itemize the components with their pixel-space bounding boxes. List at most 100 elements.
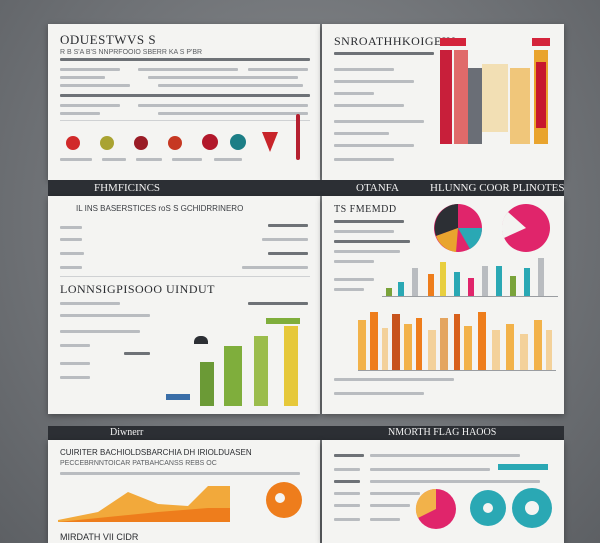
bar — [482, 266, 488, 296]
bar — [478, 312, 486, 370]
text-line — [60, 266, 82, 269]
text-line — [148, 76, 298, 79]
text-line — [158, 84, 303, 87]
text-line — [334, 68, 394, 71]
block — [468, 68, 482, 144]
panel-header: IL INS BASERSTICES roS S GCHIDRRINERO — [76, 204, 244, 213]
text-line — [334, 480, 360, 483]
text-line — [334, 288, 364, 291]
bar — [546, 330, 552, 370]
teal-bar — [498, 464, 548, 470]
teal-ring-chart — [470, 488, 552, 528]
text-line — [334, 518, 360, 521]
teal-circle-inner — [525, 501, 539, 515]
pie-slice — [436, 228, 458, 252]
bar — [440, 262, 446, 296]
bar — [524, 268, 530, 296]
text-line — [334, 158, 394, 161]
text-line — [334, 92, 374, 95]
band-bottom: Diwnerr NMORTH FLAG HAOOS — [48, 426, 564, 440]
panel-bottom-left: CUIRITER BACHIOLDSBARCHIA DH IRIOLDUASEN… — [48, 440, 320, 543]
panel-mid-left: IL INS BASERSTICES roS S GCHIDRRINERO LO… — [48, 196, 320, 414]
block — [482, 64, 508, 132]
bar — [254, 336, 268, 406]
bar — [496, 266, 502, 296]
text-line — [248, 68, 308, 71]
area-shape — [58, 508, 230, 522]
band-label: NMORTH FLAG HAOOS — [388, 427, 497, 438]
text-line — [334, 230, 394, 233]
text-line — [334, 278, 374, 281]
bar — [440, 318, 448, 370]
panel-title: CUIRITER BACHIOLDSBARCHIA DH IRIOLDUASEN — [60, 448, 252, 457]
text-line — [60, 362, 90, 365]
text-line — [370, 504, 410, 507]
text-line — [334, 392, 424, 395]
panel-bottom-right — [322, 440, 564, 543]
text-line — [370, 468, 490, 471]
pie-chart-bottom — [415, 488, 456, 529]
panel-footer: MIRDATH VII CIDR — [60, 532, 139, 542]
bar — [468, 278, 474, 296]
text-line — [334, 220, 404, 223]
text-line — [158, 112, 308, 115]
text-line — [334, 240, 410, 243]
orange-area-graphic — [58, 482, 302, 522]
text-line — [60, 472, 300, 475]
pie-slice — [415, 488, 436, 518]
bar — [166, 394, 190, 400]
bar — [200, 362, 214, 406]
band-label: OTANFA — [356, 182, 399, 194]
text-line — [334, 260, 374, 263]
bar — [382, 328, 388, 370]
pie-slice — [458, 228, 483, 249]
column-chart-orange — [358, 308, 556, 371]
text-line — [370, 518, 400, 521]
bar — [412, 268, 418, 296]
quill-icon — [296, 114, 300, 160]
section-title: LONNSIGPISOOO UINDUT — [60, 282, 215, 296]
teal-shield-icon — [230, 134, 246, 150]
text-line — [268, 224, 308, 227]
text-line — [334, 378, 454, 381]
text-line — [60, 58, 310, 61]
bar — [370, 312, 378, 370]
text-line — [60, 104, 120, 107]
bar — [454, 314, 460, 370]
band-label: HLUNNG COOR PLINOTES — [430, 182, 565, 194]
block — [440, 50, 452, 144]
text-line — [334, 104, 404, 107]
bar — [386, 288, 392, 296]
text-line — [124, 352, 150, 355]
bar — [510, 276, 516, 296]
text-line — [334, 144, 414, 147]
text-line — [334, 132, 389, 135]
pie-chart-right — [501, 204, 550, 252]
bar — [284, 326, 298, 406]
bar — [404, 324, 412, 370]
pie-slice — [501, 212, 526, 238]
text-line — [268, 252, 308, 255]
bar — [266, 318, 300, 324]
text-line — [60, 376, 90, 379]
text-line — [334, 120, 424, 123]
panel-subtitle: PECCEBRNNTOICAR PATBAHCANSS REBS OC — [60, 460, 217, 467]
text-line — [334, 80, 414, 83]
band-top: FHMFICINCS OTANFA HLUNNG COOR PLINOTES — [48, 180, 564, 196]
text-line — [334, 250, 400, 253]
text-line — [334, 52, 434, 55]
bar-chart-green — [166, 318, 316, 406]
red-circle-icon — [66, 136, 80, 150]
panel-title: SNROATHHKOIGEIN — [334, 34, 456, 48]
text-line — [262, 238, 308, 241]
bar — [358, 320, 366, 370]
block — [532, 38, 550, 46]
bar — [416, 318, 422, 370]
text-line — [138, 104, 308, 107]
panel-mid-right: TS FMEMDD — [322, 196, 564, 414]
block — [440, 38, 466, 46]
text-line — [370, 454, 520, 457]
panel-top-right: SNROATHHKOIGEIN — [322, 24, 564, 180]
red-pin-icon — [262, 132, 278, 152]
bar — [398, 282, 404, 296]
